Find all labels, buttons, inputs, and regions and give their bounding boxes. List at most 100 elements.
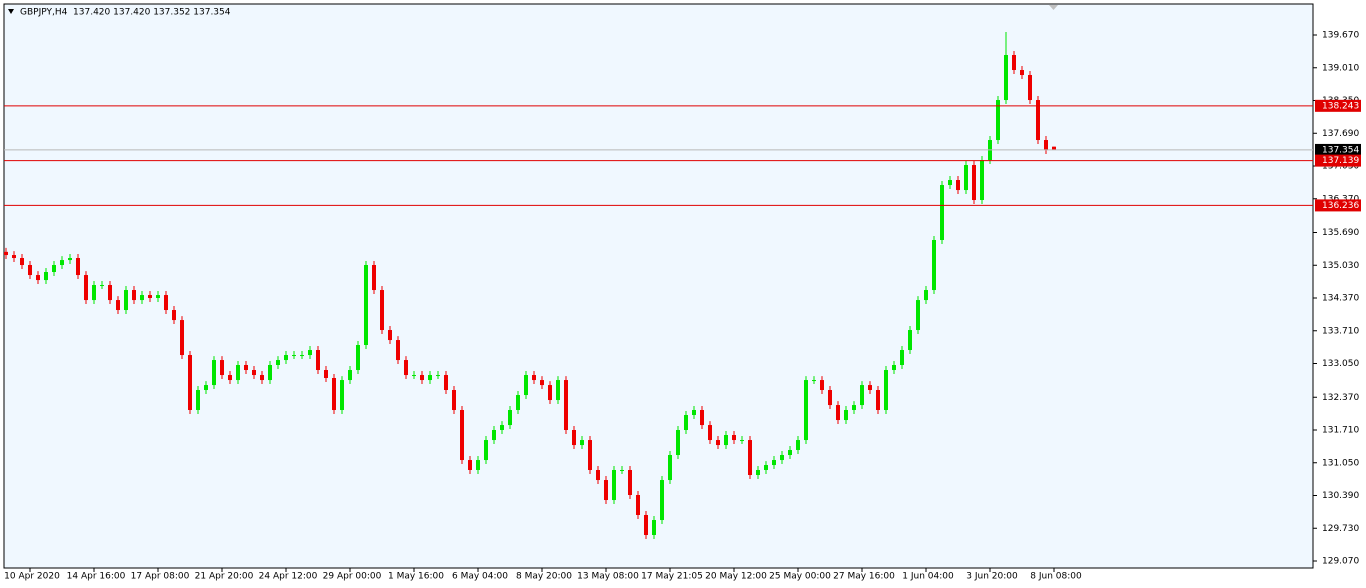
candle-body xyxy=(684,415,688,431)
candle-body xyxy=(44,272,48,281)
candle-body xyxy=(292,355,296,357)
candle-body xyxy=(852,405,856,411)
candle-body xyxy=(476,460,480,470)
candle-body xyxy=(348,370,352,381)
candle-body xyxy=(436,375,440,377)
candle-body xyxy=(60,260,64,266)
y-tick-label: 130.390 xyxy=(1322,491,1359,501)
candle-body xyxy=(716,440,720,446)
candle-body xyxy=(340,380,344,411)
candle-body xyxy=(260,375,264,381)
candle-body xyxy=(884,370,888,411)
candle-body xyxy=(532,375,536,381)
candle-body xyxy=(932,240,936,291)
level-label: 137.139 xyxy=(1322,156,1359,166)
y-tick-label: 129.730 xyxy=(1322,524,1359,534)
y-tick-label: 133.050 xyxy=(1322,359,1359,369)
y-tick-label: 139.670 xyxy=(1322,31,1359,41)
candle-body xyxy=(12,255,16,259)
candle-body xyxy=(52,265,56,273)
candle-body xyxy=(580,440,584,446)
candle-body xyxy=(364,265,368,346)
candle-body xyxy=(92,285,96,301)
x-tick-label: 17 May 21:05 xyxy=(641,572,703,582)
candle-body xyxy=(820,380,824,391)
candle-body xyxy=(916,300,920,331)
candle-body xyxy=(540,380,544,386)
candle-body xyxy=(492,430,496,441)
candle-body xyxy=(604,480,608,501)
candle-body xyxy=(780,455,784,461)
menu-arrow xyxy=(8,9,14,14)
candle-body xyxy=(764,465,768,470)
x-tick-label: 10 Apr 2020 xyxy=(4,572,60,582)
candle-body xyxy=(572,430,576,446)
candle-body xyxy=(196,390,200,411)
candle-body xyxy=(220,360,224,376)
candle-body xyxy=(804,380,808,441)
x-tick-label: 6 May 04:00 xyxy=(452,572,508,582)
candle-body xyxy=(620,469,624,471)
candle-body xyxy=(404,360,408,376)
y-tick-label: 135.690 xyxy=(1322,228,1359,238)
candle-body xyxy=(692,410,696,416)
candle-body xyxy=(812,380,816,382)
candle-body xyxy=(380,290,384,331)
level-label: 137.354 xyxy=(1322,145,1359,155)
x-tick-label: 1 Jun 04:00 xyxy=(902,572,954,582)
x-tick-label: 20 May 12:00 xyxy=(705,572,767,582)
candle-body xyxy=(444,375,448,391)
candle-body xyxy=(900,350,904,365)
candle-body xyxy=(612,469,616,501)
candle-body xyxy=(660,480,664,521)
candle-body xyxy=(644,515,648,536)
level-label-bg xyxy=(1315,154,1361,167)
candle-body xyxy=(500,425,504,431)
candle-body xyxy=(4,251,8,256)
candle-body xyxy=(700,410,704,426)
candle-body xyxy=(428,375,432,381)
candle-body xyxy=(308,350,312,356)
candle-body xyxy=(468,460,472,470)
x-tick-label: 13 May 08:00 xyxy=(577,572,639,582)
candle-body xyxy=(324,370,328,378)
y-tick-label: 136.370 xyxy=(1322,194,1359,204)
candle-body xyxy=(172,310,176,321)
candle-body xyxy=(212,360,216,386)
candle-body xyxy=(996,100,1000,141)
candle-body xyxy=(564,380,568,431)
candle-body xyxy=(388,330,392,341)
candle-body xyxy=(516,395,520,411)
x-tick-label: 8 Jun 08:00 xyxy=(1030,572,1082,582)
y-tick-label: 135.030 xyxy=(1322,261,1359,271)
candle-body xyxy=(588,440,592,470)
candle-body xyxy=(460,410,464,461)
candle-body xyxy=(788,449,792,456)
candle-body xyxy=(244,364,248,371)
y-tick-label: 133.710 xyxy=(1322,326,1359,336)
candle-body xyxy=(964,165,968,191)
candle-body xyxy=(748,440,752,476)
level-label-bg xyxy=(1315,143,1361,156)
candle-body xyxy=(740,440,744,442)
candle-body xyxy=(908,330,912,351)
candle-body xyxy=(972,165,976,201)
candle-body xyxy=(676,430,680,456)
y-tick-label: 132.370 xyxy=(1322,393,1359,403)
candle-body xyxy=(164,295,168,311)
candle-body xyxy=(1028,75,1032,101)
candle-body xyxy=(300,355,304,357)
candle-body xyxy=(420,375,424,381)
x-tick-label: 27 May 16:00 xyxy=(833,572,895,582)
candle-body xyxy=(156,295,160,299)
candle-body xyxy=(628,469,632,496)
level-label-bg xyxy=(1315,199,1361,212)
candle-body xyxy=(396,340,400,361)
candle-body xyxy=(940,185,944,241)
candle-body xyxy=(140,295,144,301)
candle-body xyxy=(68,258,72,261)
candle-body xyxy=(180,320,184,356)
candle-body xyxy=(756,469,760,476)
y-tick-label: 131.710 xyxy=(1322,426,1359,436)
x-tick-label: 8 May 20:00 xyxy=(516,572,572,582)
